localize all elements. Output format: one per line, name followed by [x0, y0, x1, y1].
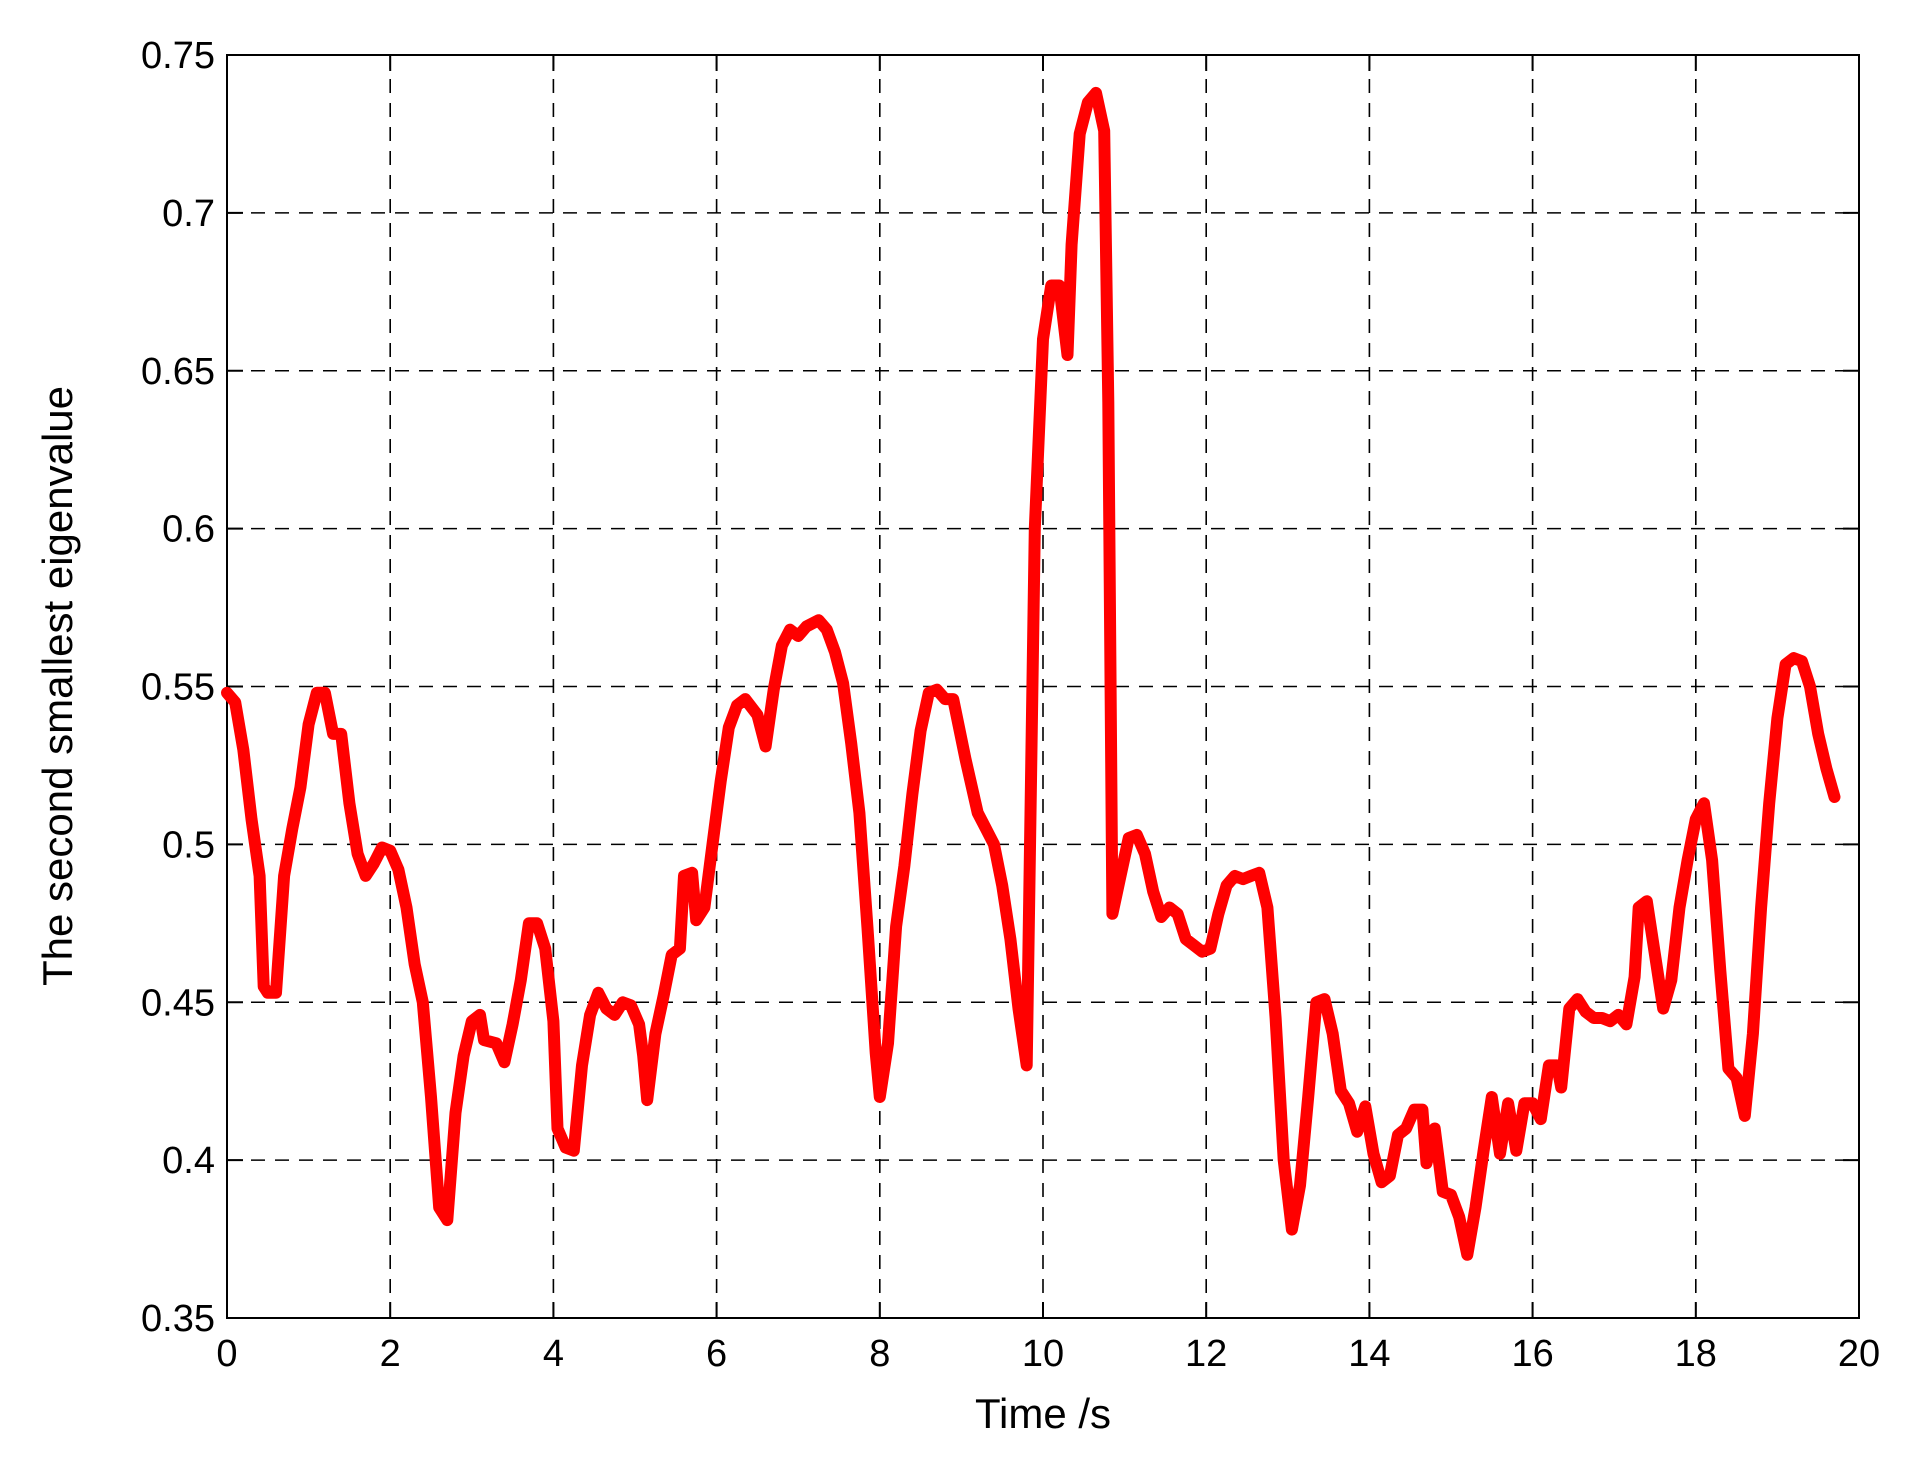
x-tick-labels: 0 2 4 6 8 10 12 14 16 18 20: [216, 1333, 1880, 1375]
x-tick-label: 10: [1022, 1333, 1064, 1375]
x-tick-label: 14: [1348, 1333, 1390, 1375]
y-tick-label: 0.4: [162, 1140, 215, 1182]
x-tick-label: 8: [869, 1333, 890, 1375]
x-tick-label: 2: [380, 1333, 401, 1375]
y-tick-labels: 0.35 0.4 0.45 0.5 0.55 0.6 0.65 0.7 0.75: [141, 35, 215, 1340]
grid-lines: [227, 55, 1859, 1318]
x-tick-label: 6: [706, 1333, 727, 1375]
x-tick-label: 12: [1185, 1333, 1227, 1375]
y-tick-label: 0.75: [141, 35, 215, 77]
y-tick-label: 0.45: [141, 982, 215, 1024]
x-tick-label: 18: [1675, 1333, 1717, 1375]
y-tick-label: 0.55: [141, 667, 215, 709]
y-tick-label: 0.5: [162, 824, 215, 866]
y-tick-label: 0.6: [162, 509, 215, 551]
series-group: [221, 86, 1841, 1261]
axis-ticks: [226, 54, 1860, 1319]
y-tick-label: 0.65: [141, 351, 215, 393]
x-tick-label: 16: [1511, 1333, 1553, 1375]
series-line-0: [221, 86, 1841, 1261]
x-tick-label: 0: [216, 1333, 237, 1375]
x-tick-label: 4: [543, 1333, 564, 1375]
y-tick-label: 0.7: [162, 193, 215, 235]
x-tick-label: 20: [1838, 1333, 1880, 1375]
y-tick-label: 0.35: [141, 1298, 215, 1340]
y-axis-label: The second smallest eigenvalue: [34, 386, 81, 986]
x-axis-label: Time /s: [975, 1390, 1111, 1437]
